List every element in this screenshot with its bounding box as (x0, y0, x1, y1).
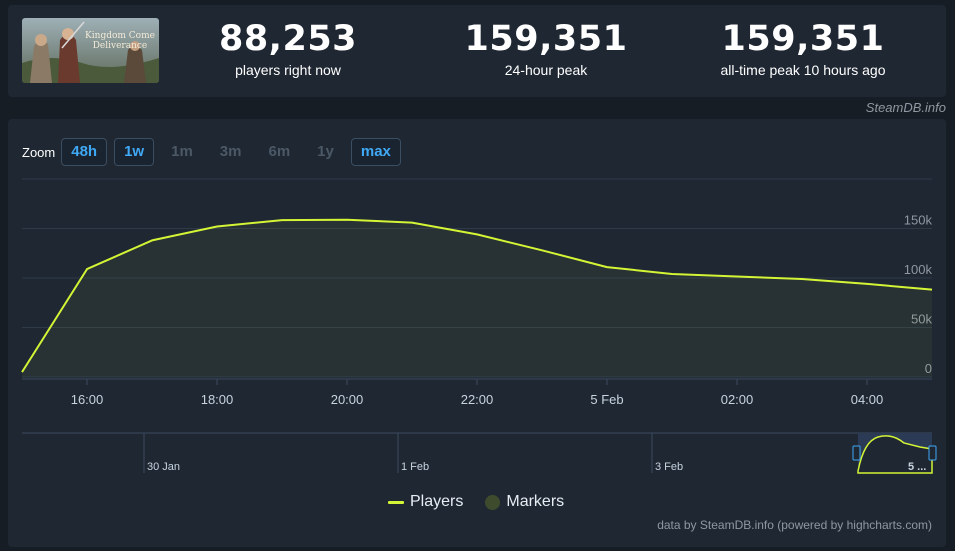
stat-24h-peak: 159,351 24-hour peak (426, 19, 666, 78)
legend-players-label: Players (410, 493, 464, 510)
y-tick-label: 50k (911, 312, 932, 327)
zoom-1m-button[interactable]: 1m (171, 143, 193, 160)
zoom-max-button[interactable]: max (350, 138, 401, 166)
zoom-1y-button[interactable]: 1y (317, 143, 334, 160)
legend-markers-label: Markers (506, 493, 565, 510)
chart-panel: 0 50k 100k 150k 16:00 18:00 20:00 22:00 5 Feb 02:… (8, 119, 946, 547)
x-tick-label: 20:00 (331, 392, 364, 407)
players-line (21, 218, 933, 373)
game-artwork-icon (22, 18, 159, 83)
highcharts-credit[interactable]: data by SteamDB.info (powered by highcha… (657, 518, 932, 532)
zoom-48h-button[interactable]: 48h (61, 138, 108, 166)
navigator-label: 5 ... (908, 461, 926, 473)
header-panel: Kingdom Come Deliverance 88,253 players … (8, 5, 946, 97)
x-tick-label: 5 Feb (590, 392, 623, 407)
navigator-right-handle (928, 445, 937, 461)
stat-alltime-label: all-time peak 10 hours ago (720, 62, 886, 78)
navigator-left-handle (852, 445, 861, 461)
x-tick-label: 22:00 (461, 392, 494, 407)
stat-alltime-peak: 159,351 all-time peak 10 hours ago (683, 19, 923, 78)
stat-current-value: 88,253 (218, 19, 358, 59)
navigator-mini-series (857, 435, 933, 474)
game-thumbnail[interactable] (22, 18, 159, 83)
zoom-6m-button[interactable]: 6m (268, 143, 291, 160)
stat-current-players: 88,253 players right now (168, 19, 408, 78)
chart-legend: Players Markers (388, 493, 586, 511)
players-area (22, 219, 932, 377)
y-tick-label: 100k (904, 262, 933, 277)
x-tick-label: 18:00 (201, 392, 234, 407)
steamdb-credit-link[interactable]: SteamDB.info (865, 100, 946, 115)
zoom-label: Zoom (22, 144, 56, 160)
x-tick-label: 02:00 (721, 392, 754, 407)
stat-24h-label: 24-hour peak (504, 62, 588, 78)
legend-item-markers[interactable]: Markers (485, 493, 564, 511)
navigator-label: 30 Jan (147, 461, 180, 473)
y-tick-label: 0 (925, 361, 932, 376)
stat-24h-value: 159,351 (464, 19, 628, 59)
legend-item-players[interactable]: Players (388, 493, 463, 511)
navigator-label: 3 Feb (655, 461, 683, 473)
game-logo-text: Kingdom Come Deliverance (85, 31, 155, 51)
stat-current-label: players right now (235, 62, 341, 78)
legend-dot-icon (485, 494, 501, 510)
x-tick-label: 16:00 (71, 392, 104, 407)
zoom-controls: Zoom 48h 1w 1m 3m 6m 1y max (22, 138, 408, 166)
stat-alltime-value: 159,351 (721, 19, 885, 59)
x-tick-label: 04:00 (851, 392, 884, 407)
player-chart[interactable]: 0 50k 100k 150k 16:00 18:00 20:00 22:00 5 Feb 02:… (8, 119, 946, 547)
zoom-1w-button[interactable]: 1w (114, 138, 155, 166)
navigator-label: 1 Feb (401, 461, 429, 473)
zoom-3m-button[interactable]: 3m (219, 143, 242, 160)
y-tick-label: 150k (904, 213, 933, 228)
legend-line-icon (388, 500, 404, 504)
